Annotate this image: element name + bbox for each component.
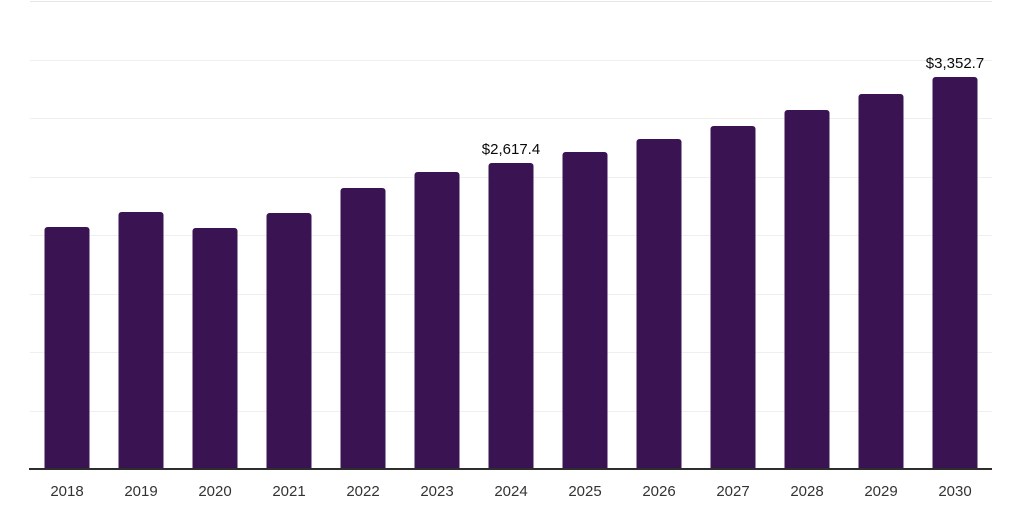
- bar-slot-2022: [326, 1, 400, 469]
- x-tick-label-2025: 2025: [568, 483, 602, 500]
- bar-2019: [118, 212, 164, 469]
- bar-2021: [266, 212, 312, 469]
- data-label-2024: $2,617.4: [481, 140, 541, 158]
- bar-slot-2020: [178, 1, 252, 469]
- bar-slot-2019: [104, 1, 178, 469]
- x-tick-label-2019: 2019: [124, 483, 158, 500]
- x-tick-label-2023: 2023: [420, 483, 454, 500]
- x-tick-label-2018: 2018: [50, 483, 84, 500]
- bar-2027: [710, 125, 756, 469]
- bar-slot-2030: $3,352.7: [918, 1, 992, 469]
- bar-2023: [414, 172, 460, 469]
- bar-2028: [784, 110, 830, 469]
- bar-slot-2021: [252, 1, 326, 469]
- bar-2030: [932, 76, 978, 469]
- bar-2022: [340, 187, 386, 469]
- x-tick-label-2024: 2024: [494, 483, 528, 500]
- bar-2025: [562, 151, 608, 469]
- gridline: [30, 118, 992, 119]
- x-tick-label-2021: 2021: [272, 483, 306, 500]
- x-tick-label-2022: 2022: [346, 483, 380, 500]
- x-tick-label-2029: 2029: [864, 483, 898, 500]
- gridline: [30, 1, 992, 2]
- bar-2029: [858, 94, 904, 469]
- bar-2026: [636, 138, 682, 469]
- bars-row: $2,617.4 $3,352.7: [30, 1, 992, 469]
- bar-2018: [44, 227, 90, 469]
- bar-slot-2025: [548, 1, 622, 469]
- bar-2024: [488, 162, 534, 469]
- plot-area: $2,617.4 $3,352.7: [30, 1, 992, 469]
- bar-slot-2023: [400, 1, 474, 469]
- bar-slot-2024: $2,617.4: [474, 1, 548, 469]
- bar-slot-2028: [770, 1, 844, 469]
- bar-slot-2018: [30, 1, 104, 469]
- data-label-2030: $3,352.7: [925, 54, 985, 72]
- bar-slot-2026: [622, 1, 696, 469]
- x-axis-line: [29, 468, 992, 470]
- x-tick-label-2028: 2028: [790, 483, 824, 500]
- x-tick-label-2030: 2030: [938, 483, 972, 500]
- bar-slot-2029: [844, 1, 918, 469]
- x-axis-tick-labels: 2018 2019 2020 2021 2022 2023 2024 2025 2026 2027…: [30, 483, 992, 501]
- gridline: [30, 59, 992, 61]
- bar-2020: [192, 228, 238, 469]
- x-tick-label-2026: 2026: [642, 483, 676, 500]
- bar-slot-2027: [696, 1, 770, 469]
- x-tick-label-2020: 2020: [198, 483, 232, 500]
- x-tick-label-2027: 2027: [716, 483, 750, 500]
